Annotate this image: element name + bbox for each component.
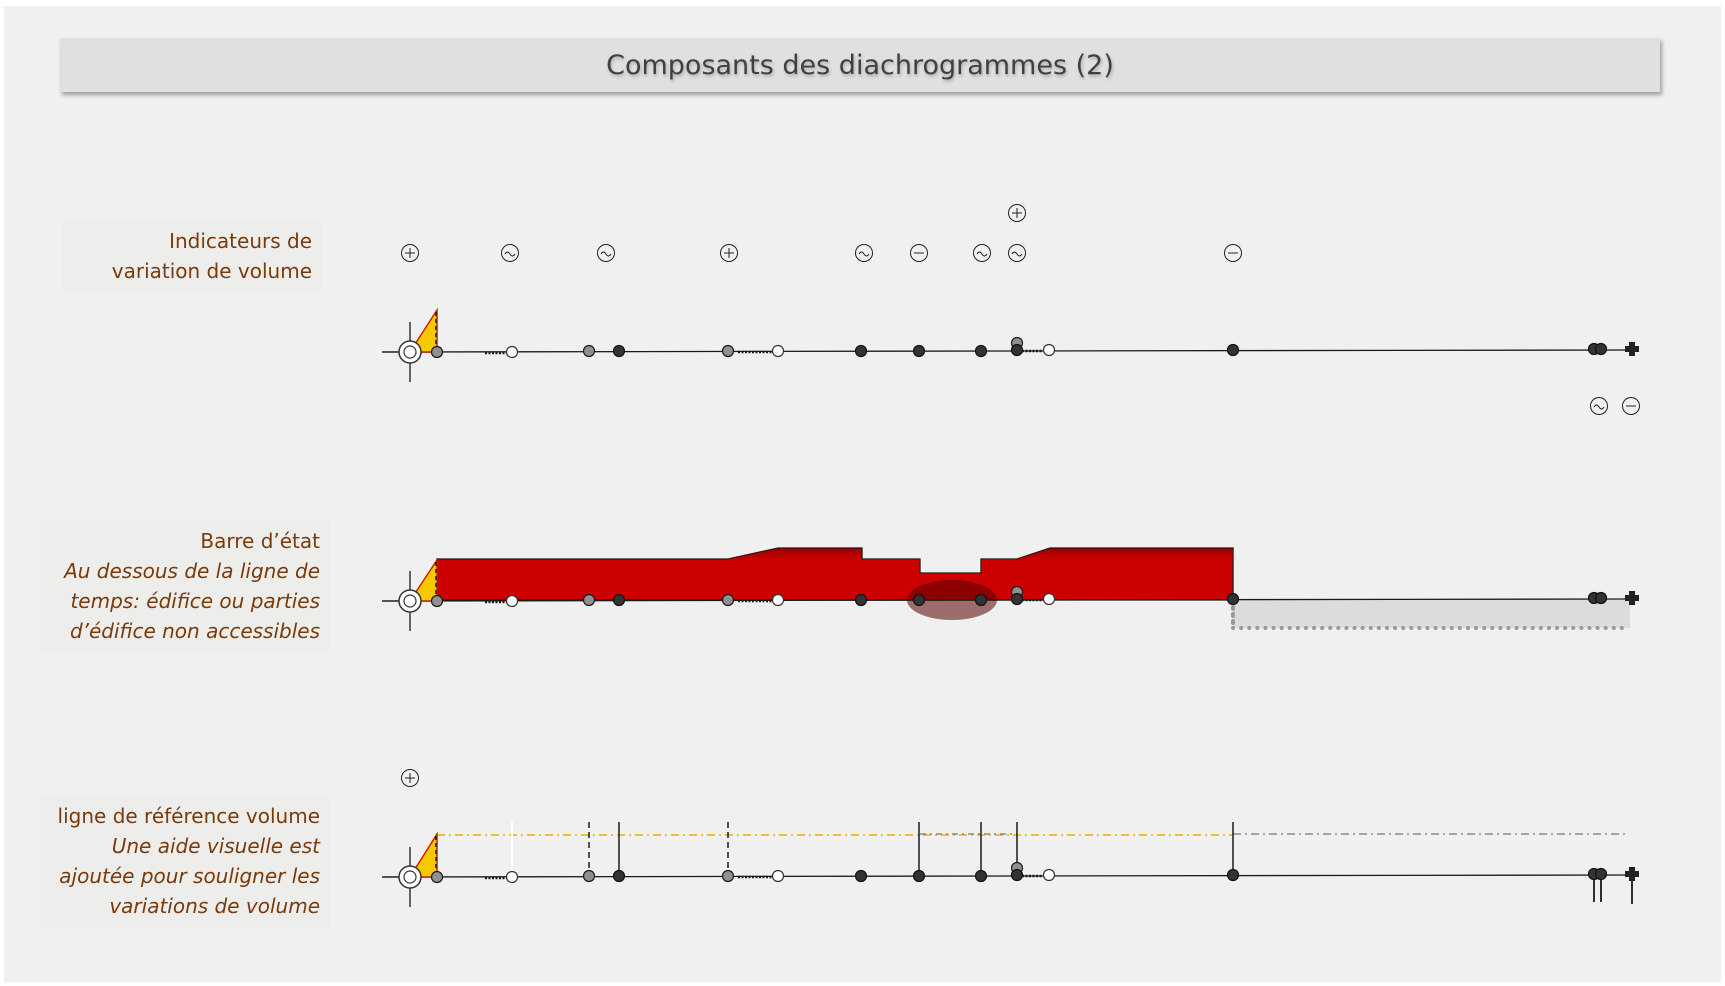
- origin-crosshair: [382, 831, 438, 907]
- event-dark: [1226, 343, 1240, 357]
- label-italic-line: Au dessous de la ligne de: [64, 559, 320, 583]
- tilde-circle-icon: [597, 244, 615, 262]
- tilde-circle-icon: [1008, 244, 1026, 262]
- event-grey: [582, 869, 596, 883]
- event-white: [1042, 343, 1056, 357]
- event-dark: [1010, 868, 1024, 882]
- plus-circle-icon: [401, 769, 419, 787]
- row-1-volume-indicators: [381, 204, 1640, 415]
- event-dark: [1594, 867, 1608, 881]
- plus-circle-icon: [401, 244, 419, 262]
- event-dark: [854, 593, 868, 607]
- row-2-state-bar: [381, 547, 1639, 631]
- plus-circle-icon: [1008, 204, 1026, 222]
- label-heading-2: variation de volume: [111, 259, 312, 283]
- origin-crosshair: [382, 557, 438, 631]
- event-dark: [612, 869, 626, 883]
- label-volume-indicators: Indicateurs de variation de volume: [62, 220, 322, 292]
- label-heading: ligne de référence volume: [57, 804, 320, 828]
- label-italic-line: Une aide visuelle est: [111, 834, 320, 858]
- end-cross-icon: [1625, 591, 1639, 605]
- event-dark: [974, 869, 988, 883]
- page-title: Composants des diachrogrammes (2): [606, 49, 1114, 81]
- inaccessible-zone: [1233, 600, 1630, 628]
- label-state-bar: Barre d’état Au dessous de la ligne de t…: [40, 520, 330, 652]
- event-white: [1042, 868, 1056, 882]
- event-grey: [582, 344, 596, 358]
- label-italic-line: temps: édifice ou parties: [70, 589, 320, 613]
- end-cross-icon: [1625, 342, 1639, 356]
- event-white: [771, 344, 785, 358]
- row-3-reference-line: [381, 769, 1639, 907]
- label-italic-line: d’édifice non accessibles: [69, 619, 320, 643]
- plus-circle-icon: [720, 244, 738, 262]
- origin-crosshair: [382, 307, 438, 382]
- timeline: [381, 349, 1636, 353]
- minus-circle-icon: [910, 244, 928, 262]
- event-grey: [430, 345, 444, 359]
- event-markers: [430, 336, 1639, 359]
- tilde-circle-icon: [501, 244, 519, 262]
- tilde-circle-icon: [1590, 397, 1608, 415]
- event-dark: [912, 344, 926, 358]
- label-reference-line: ligne de référence volume Une aide visue…: [40, 795, 330, 927]
- event-dark: [854, 869, 868, 883]
- event-dark: [1594, 342, 1608, 356]
- end-cross-icon: [1625, 867, 1639, 881]
- event-dark: [612, 344, 626, 358]
- label-italic-line: variations de volume: [109, 894, 320, 918]
- event-dark: [974, 344, 988, 358]
- event-dark: [1594, 591, 1608, 605]
- event-white: [771, 593, 785, 607]
- event-dark: [912, 593, 926, 607]
- label-italic-line: ajoutée pour souligner les: [59, 864, 320, 888]
- tilde-circle-icon: [855, 244, 873, 262]
- timeline: [381, 874, 1636, 878]
- event-dark: [612, 593, 626, 607]
- event-dark: [1226, 592, 1240, 606]
- event-dark: [854, 344, 868, 358]
- event-grey: [721, 869, 735, 883]
- event-white: [505, 345, 519, 359]
- event-white: [505, 594, 519, 608]
- state-bar-shade: [728, 548, 1233, 583]
- event-white: [1042, 592, 1056, 606]
- event-white: [505, 870, 519, 884]
- event-grey: [721, 593, 735, 607]
- tilde-circle-icon: [973, 244, 991, 262]
- event-grey: [582, 593, 596, 607]
- event-dark: [1010, 343, 1024, 357]
- event-grey: [430, 594, 444, 608]
- label-heading: Barre d’état: [200, 529, 320, 553]
- volume-indicator-icons: [401, 204, 1640, 415]
- event-dark: [1226, 868, 1240, 882]
- event-markers: [430, 585, 1639, 608]
- event-grey: [721, 344, 735, 358]
- event-dark: [912, 869, 926, 883]
- minus-circle-icon: [1224, 244, 1242, 262]
- minus-circle-icon: [1622, 397, 1640, 415]
- title-bar: Composants des diachrogrammes (2): [60, 38, 1660, 92]
- event-dark: [974, 593, 988, 607]
- event-dark: [1010, 592, 1024, 606]
- event-grey: [430, 870, 444, 884]
- label-heading: Indicateurs de: [169, 229, 312, 253]
- event-markers: [430, 861, 1639, 884]
- event-white: [771, 869, 785, 883]
